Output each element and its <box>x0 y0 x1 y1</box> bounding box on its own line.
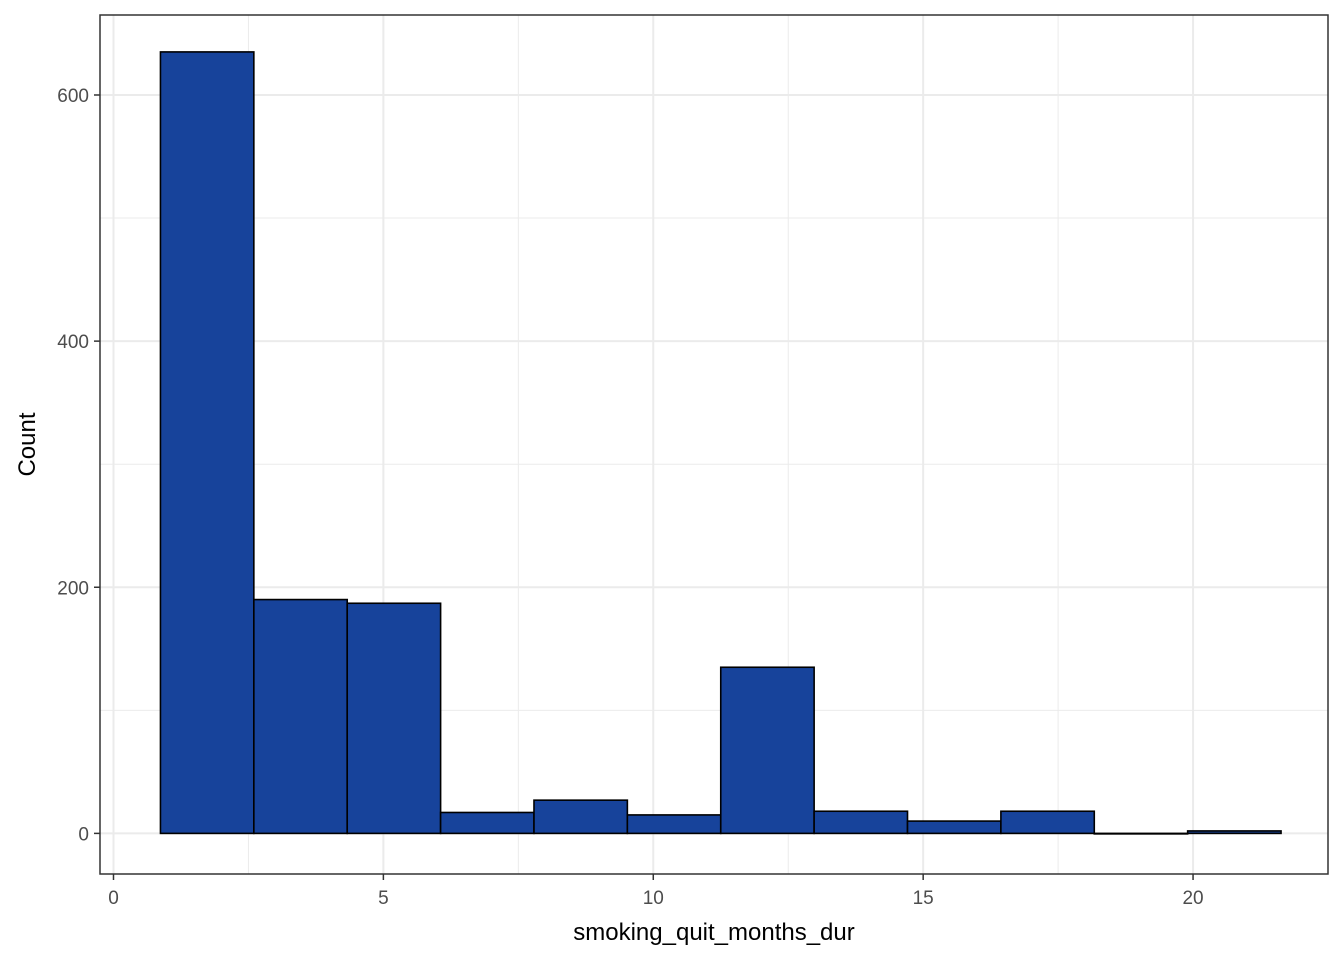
histogram-bar <box>906 820 1002 835</box>
panel-border <box>99 14 1329 875</box>
histogram-bars <box>159 51 1282 835</box>
y-axis-title: Count <box>14 412 41 476</box>
x-tick-label: 20 <box>1182 888 1203 909</box>
y-tick-label: 0 <box>78 824 89 845</box>
x-tick-label: 5 <box>378 888 389 909</box>
histogram-bar <box>533 799 629 835</box>
y-tick-label: 400 <box>57 332 89 353</box>
histogram-bar <box>1000 810 1096 835</box>
histogram-bar <box>1093 832 1189 835</box>
y-tick-label: 200 <box>57 578 89 599</box>
histogram-bar <box>439 811 535 835</box>
histogram-bar <box>626 814 722 835</box>
histogram-bar <box>253 598 349 835</box>
y-tick-label: 600 <box>57 86 89 107</box>
y-axis: 0 200 400 600 <box>57 86 100 845</box>
x-axis: 0 5 10 15 20 <box>108 874 1204 909</box>
histogram-bar <box>813 810 909 835</box>
histogram-bar <box>719 666 815 835</box>
x-axis-title: smoking_quit_months_dur <box>573 919 855 946</box>
x-tick-label: 15 <box>913 888 934 909</box>
x-tick-label: 0 <box>108 888 119 909</box>
histogram-bar <box>346 602 442 835</box>
x-tick-label: 10 <box>643 888 664 909</box>
histogram-bar <box>1186 830 1282 835</box>
histogram-bar <box>159 51 255 835</box>
